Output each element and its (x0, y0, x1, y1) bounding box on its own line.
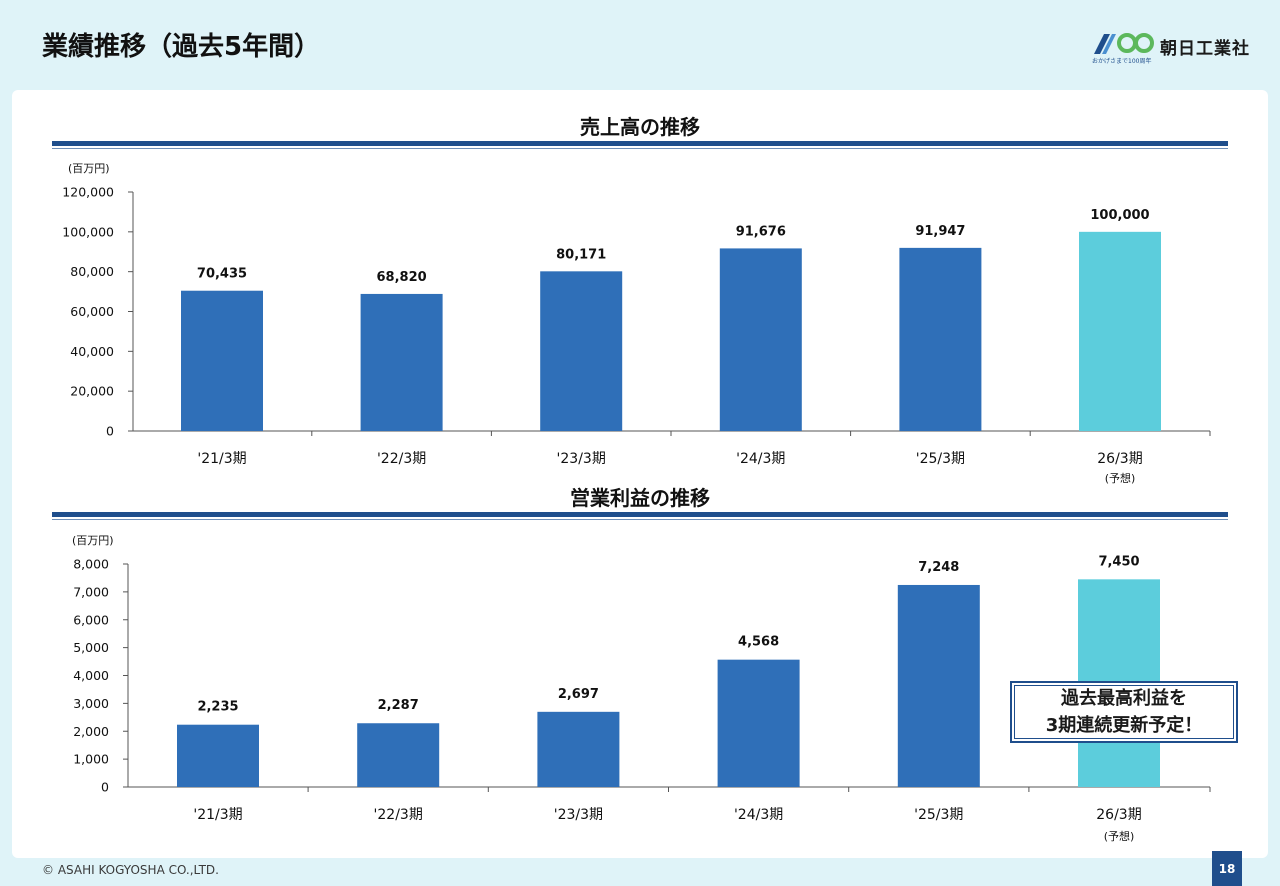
sales-bar (360, 293, 443, 431)
profit-y-tick-label: 0 (101, 780, 109, 795)
sales-category-note: (予想) (1105, 471, 1136, 485)
sales-y-tick-label: 120,000 (62, 185, 114, 200)
sales-y-tick-label: 100,000 (62, 224, 114, 239)
profit-chart-title: 営業利益の推移 (570, 486, 710, 510)
profit-y-tick-label: 3,000 (73, 696, 109, 711)
sales-bar-forecast (1079, 231, 1161, 431)
profit-y-tick-label: 8,000 (73, 557, 109, 572)
sales-bar (719, 248, 802, 431)
sales-category-label: '21/3期 (197, 451, 246, 467)
sales-data-label: 70,435 (197, 267, 247, 282)
profit-category-label: '21/3期 (193, 807, 242, 823)
sales-unit-label: (百万円) (68, 162, 110, 175)
profit-data-label: 4,568 (738, 635, 779, 650)
profit-data-label: 2,235 (197, 700, 238, 715)
copyright: © ASAHI KOGYOSHA CO.,LTD. (42, 863, 219, 877)
callout-line-1: 過去最高利益を (1061, 688, 1187, 709)
profit-data-label: 7,248 (918, 560, 959, 575)
profit-title-rule-thin (52, 519, 1228, 520)
profit-title-rule (52, 512, 1228, 517)
sales-category-label: '25/3期 (916, 451, 965, 467)
page-title: 業績推移（過去5年間） (42, 32, 321, 62)
profit-y-tick-label: 6,000 (73, 612, 109, 627)
sales-y-tick-label: 20,000 (70, 384, 114, 399)
profit-category-note: (予想) (1104, 829, 1135, 843)
sales-y-tick-label: 80,000 (70, 264, 114, 279)
sales-title-rule-thin (52, 148, 1228, 149)
sales-bar (540, 271, 623, 431)
callout-line-2: 3期連続更新予定！ (1045, 715, 1203, 736)
profit-y-tick-label: 5,000 (73, 640, 109, 655)
page-number: 18 (1212, 851, 1242, 886)
profit-bar (177, 724, 259, 787)
company-name: 朝日工業社 (1160, 39, 1250, 59)
sales-data-label: 68,820 (377, 270, 427, 285)
profit-unit-label: (百万円) (72, 534, 114, 547)
profit-bar (537, 711, 620, 787)
sales-category-label: '22/3期 (377, 451, 426, 467)
profit-y-tick-label: 2,000 (73, 724, 109, 739)
profit-y-tick-label: 7,000 (73, 584, 109, 599)
profit-data-label: 2,697 (558, 687, 599, 702)
anniversary-logo-icon (1094, 33, 1154, 54)
profit-data-label: 7,450 (1098, 554, 1139, 569)
sales-bar (181, 290, 263, 431)
sales-category-label: 26/3期 (1097, 451, 1142, 467)
profit-y-tick-label: 1,000 (73, 752, 109, 767)
sales-data-label: 80,171 (556, 247, 606, 262)
profit-category-label: 26/3期 (1096, 807, 1141, 823)
sales-bar (899, 247, 982, 431)
sales-y-tick-label: 60,000 (70, 304, 114, 319)
sales-data-label: 91,947 (915, 224, 965, 239)
sales-title-rule (52, 141, 1228, 146)
sales-data-label: 91,676 (736, 224, 786, 239)
profit-category-label: '22/3期 (374, 807, 423, 823)
profit-bar (717, 659, 800, 787)
profit-bar (357, 723, 440, 787)
sales-category-label: '24/3期 (736, 451, 785, 467)
company-logo: 朝日工業社 おかげさまで100周年 (1090, 30, 1250, 68)
sales-data-label: 100,000 (1090, 208, 1149, 223)
record-profit-callout: 過去最高利益を 3期連続更新予定！ (1010, 681, 1238, 743)
profit-category-label: '25/3期 (914, 807, 963, 823)
profit-category-label: '23/3期 (554, 807, 603, 823)
logo-tagline: おかげさまで100周年 (1092, 58, 1152, 65)
sales-category-label: '23/3期 (557, 451, 606, 467)
sales-y-tick-label: 40,000 (70, 344, 114, 359)
profit-bar (897, 584, 980, 787)
sales-chart-title: 売上高の推移 (580, 115, 700, 139)
profit-category-label: '24/3期 (734, 807, 783, 823)
profit-data-label: 2,287 (378, 698, 419, 713)
sales-y-tick-label: 0 (106, 424, 114, 439)
profit-y-tick-label: 4,000 (73, 668, 109, 683)
